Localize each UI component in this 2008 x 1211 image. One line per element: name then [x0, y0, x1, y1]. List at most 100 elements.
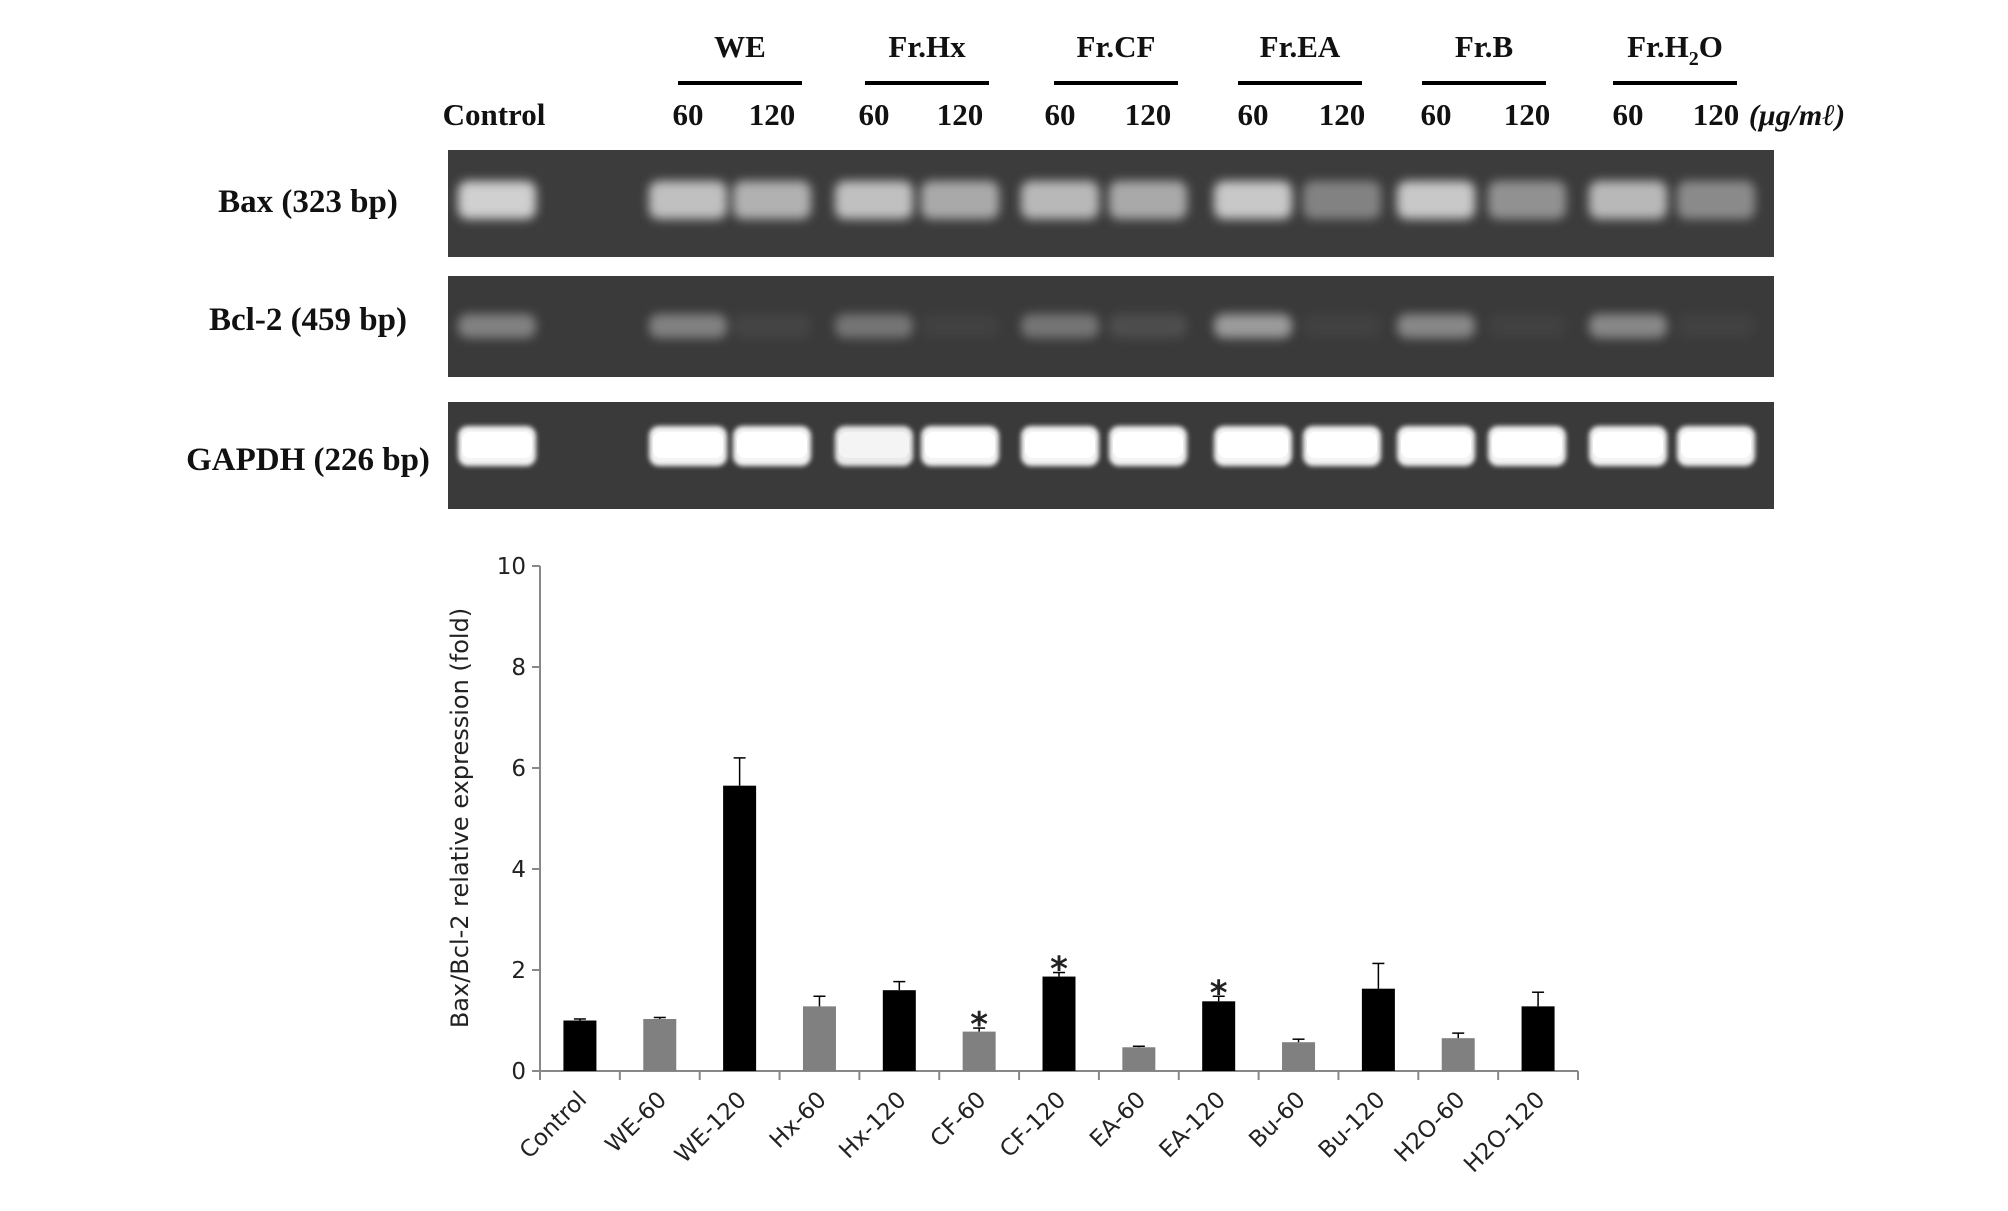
bar [563, 1018, 597, 1071]
gel-band [1303, 181, 1381, 219]
group-label-name: WE [714, 29, 766, 64]
y-tick-label: 8 [511, 655, 526, 681]
group-label-suffix: O [1699, 29, 1723, 64]
bar [1441, 1032, 1475, 1071]
y-axis-ticks: 0 2 4 6 8 10 [497, 554, 540, 1085]
y-tick-label: 2 [511, 958, 526, 984]
gel-band [649, 181, 727, 219]
bar-rect [1202, 1001, 1236, 1071]
x-tick-label: WE-120 [670, 1087, 752, 1169]
dose-label: 120 [1504, 97, 1551, 132]
bar [1361, 962, 1395, 1071]
dose-label: 60 [1045, 97, 1076, 132]
gel-band [1214, 181, 1292, 219]
bar [723, 757, 757, 1071]
group-label-name: Fr.EA [1260, 29, 1341, 64]
gel-row-label: GAPDH (226 bp) [186, 442, 430, 478]
gel-band [1021, 426, 1099, 466]
x-tick-label: EA-60 [1085, 1087, 1151, 1153]
gel-band [1109, 314, 1187, 338]
gel-row: Bcl-2 (459 bp) [209, 276, 1774, 377]
gel-band [1397, 426, 1475, 466]
gel-band [1214, 426, 1292, 466]
gel-band [458, 426, 536, 466]
bar: * [1202, 973, 1236, 1071]
bar-rect [1521, 1006, 1555, 1071]
gel-band [1109, 181, 1187, 219]
gel-band [921, 314, 999, 338]
group-label: Fr.Hx [888, 29, 966, 64]
x-tick-label: CF-120 [995, 1087, 1071, 1163]
bar-rect [962, 1031, 996, 1071]
gel-band [1677, 426, 1755, 466]
gel-band [1488, 314, 1566, 338]
gel-band [1397, 314, 1475, 338]
bar [643, 1016, 677, 1071]
group-label-name: Fr.H [1627, 29, 1689, 64]
dose-label: 120 [1693, 97, 1740, 132]
bar: * [962, 1005, 996, 1071]
group-label: Fr.CF [1077, 29, 1156, 64]
gel-band [733, 426, 811, 466]
gel-band [1303, 314, 1381, 338]
gel-row-label: Bcl-2 (459 bp) [209, 302, 407, 338]
gel-band [1677, 314, 1755, 338]
significance-marker: * [1050, 950, 1068, 990]
gel-band [1488, 426, 1566, 466]
x-tick-label: Bu-120 [1314, 1087, 1391, 1164]
x-tick-label: Hx-60 [765, 1087, 832, 1154]
gel-band [649, 426, 727, 466]
x-tick-label: WE-60 [601, 1087, 672, 1158]
bar [802, 995, 836, 1071]
bar-rect [882, 990, 916, 1071]
gel-band [1677, 181, 1755, 219]
gel-band [733, 314, 811, 338]
dose-label: 60 [1421, 97, 1452, 132]
bar-rect [723, 785, 757, 1071]
bar-chart: Bax/Bcl-2 relative expression (fold) 0 2 4… [446, 554, 1579, 1178]
bar: * [1042, 950, 1076, 1071]
x-tick-label: Bu-60 [1244, 1087, 1310, 1153]
gel-band [1488, 181, 1566, 219]
group-label: WE [714, 29, 766, 64]
group-label-name: Fr.CF [1077, 29, 1156, 64]
y-tick-label: 6 [511, 756, 526, 782]
gel-band [835, 426, 913, 466]
bar-rect [1441, 1038, 1475, 1071]
bar-rect [1122, 1047, 1156, 1071]
dose-label: 60 [673, 97, 704, 132]
significance-marker: * [1210, 973, 1228, 1013]
group-label: Fr.H2O [1627, 29, 1723, 70]
bar-rect [1282, 1042, 1316, 1071]
gel-band [835, 314, 913, 338]
bar [1521, 991, 1555, 1071]
bar-rect [802, 1006, 836, 1071]
gel-band [1214, 314, 1292, 338]
concentration-unit-label: (μg/mℓ) [1749, 99, 1845, 132]
bar-rect [563, 1020, 597, 1071]
gel-row-label: Bax (323 bp) [218, 184, 398, 220]
x-tick-label: Control [515, 1087, 592, 1164]
bar [1122, 1045, 1156, 1071]
gel-band [649, 314, 727, 338]
x-tick-label: Hx-120 [834, 1087, 911, 1164]
control-lane-label: Control [443, 97, 546, 132]
bar-series: * * * [563, 757, 1555, 1071]
gel-band [1397, 181, 1475, 219]
dose-label: 120 [1319, 97, 1366, 132]
dose-label: 60 [859, 97, 890, 132]
gel-band [1589, 426, 1667, 466]
y-tick-label: 4 [511, 857, 526, 883]
group-label-subscript: 2 [1689, 48, 1699, 70]
gel-band [458, 181, 536, 219]
group-label-name: Fr.B [1455, 29, 1513, 64]
bar-rect [643, 1018, 677, 1071]
group-label: Fr.EA [1260, 29, 1341, 64]
dose-label: 120 [1125, 97, 1172, 132]
gel-band [921, 181, 999, 219]
bar-rect [1042, 976, 1076, 1071]
dose-label: 60 [1238, 97, 1269, 132]
gel-band [1021, 314, 1099, 338]
